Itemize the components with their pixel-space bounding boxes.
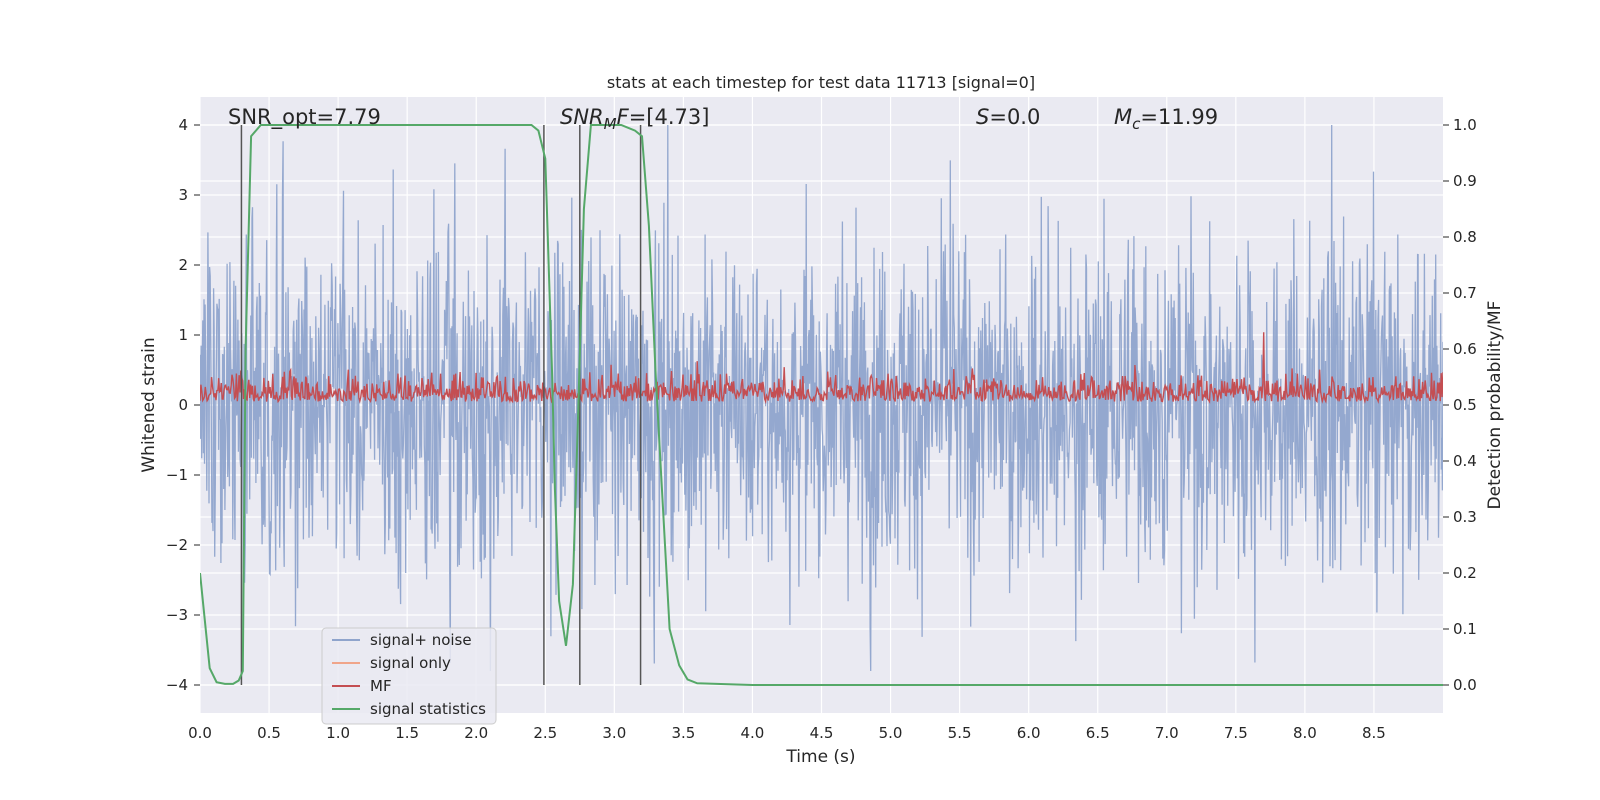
x-tick-label: 6.5 xyxy=(1086,724,1110,742)
x-tick-label: 4.0 xyxy=(741,724,765,742)
y-axis-ticks: −4 −3 −2 −1 0 1 2 3 4 xyxy=(166,116,200,694)
x-tick-label: 3.0 xyxy=(602,724,626,742)
y-tick-label: 1 xyxy=(178,326,188,344)
y2-tick-label: 0.8 xyxy=(1453,228,1477,246)
y2-tick-label: 0.2 xyxy=(1453,564,1477,582)
signal-noise-line xyxy=(200,124,1443,672)
x-tick-label: 2.5 xyxy=(533,724,557,742)
y-tick-label: −3 xyxy=(166,606,188,624)
y-tick-label: 2 xyxy=(178,256,188,274)
x-tick-label: 2.0 xyxy=(464,724,488,742)
x-tick-label: 4.5 xyxy=(810,724,834,742)
annotation-mc: Mc=11.99 xyxy=(1114,105,1218,133)
y2-tick-label: 1.0 xyxy=(1453,116,1477,134)
x-tick-label: 8.5 xyxy=(1362,724,1386,742)
x-tick-label: 8.0 xyxy=(1293,724,1317,742)
y2-tick-label: 0.4 xyxy=(1453,452,1477,470)
legend-label-signal-statistics: signal statistics xyxy=(370,700,486,718)
y-axis-label: Whitened strain xyxy=(139,337,159,472)
y2-axis-label: Detection probability/MF xyxy=(1485,301,1505,510)
legend-label-signal-noise: signal+ noise xyxy=(370,631,472,649)
x-tick-label: 3.5 xyxy=(671,724,695,742)
x-tick-label: 7.0 xyxy=(1155,724,1179,742)
x-tick-label: 5.5 xyxy=(948,724,972,742)
x-tick-label: 1.5 xyxy=(395,724,419,742)
annotation-snr-mf: SNRMF=[4.73] xyxy=(560,105,709,133)
legend: signal+ noise signal only MF signal stat… xyxy=(321,627,497,725)
legend-label-mf: MF xyxy=(370,677,392,695)
annotation-s: S=0.0 xyxy=(976,105,1040,129)
x-axis-label: Time (s) xyxy=(785,747,855,767)
signal-statistics-line xyxy=(200,124,1443,686)
y2-tick-label: 0.9 xyxy=(1453,172,1477,190)
x-tick-label: 1.0 xyxy=(326,724,350,742)
y2-tick-label: 0.1 xyxy=(1453,620,1477,638)
mf-line xyxy=(200,332,1443,405)
chart-title: stats at each timestep for test data 117… xyxy=(607,73,1035,92)
y2-tick-label: 0.6 xyxy=(1453,340,1477,358)
series-signal-statistics xyxy=(200,124,1443,686)
y-tick-label: 3 xyxy=(178,186,188,204)
y-tick-label: 4 xyxy=(178,116,188,134)
x-axis-ticks: 0.0 0.5 1.0 1.5 2.0 2.5 3.0 3.5 4.0 4.5 5.0 5.5 6.0 6… xyxy=(188,724,1386,742)
y2-tick-label: 0.5 xyxy=(1453,396,1477,414)
annotation-snr-opt: SNR_opt=7.79 xyxy=(228,105,381,130)
y-tick-label: 0 xyxy=(178,396,188,414)
x-tick-label: 6.0 xyxy=(1017,724,1041,742)
x-tick-label: 0.0 xyxy=(188,724,212,742)
series-mf xyxy=(200,332,1443,405)
x-tick-label: 5.0 xyxy=(879,724,903,742)
vertical-markers xyxy=(240,125,642,685)
y-tick-label: −2 xyxy=(166,536,188,554)
y2-axis-ticks: 0.0 0.1 0.2 0.3 0.4 0.5 0.6 0.7 0.8 0.9 1.0 xyxy=(1443,116,1477,694)
x-tick-label: 0.5 xyxy=(257,724,281,742)
y2-tick-label: 0.0 xyxy=(1453,676,1477,694)
y-tick-label: −1 xyxy=(166,466,188,484)
x-tick-label: 7.5 xyxy=(1224,724,1248,742)
y2-tick-label: 0.3 xyxy=(1453,508,1477,526)
y-tick-label: −4 xyxy=(166,676,188,694)
series-signal-noise xyxy=(200,124,1443,672)
legend-label-signal-only: signal only xyxy=(370,654,451,672)
y2-tick-label: 0.7 xyxy=(1453,284,1477,302)
legend-box xyxy=(321,627,497,725)
